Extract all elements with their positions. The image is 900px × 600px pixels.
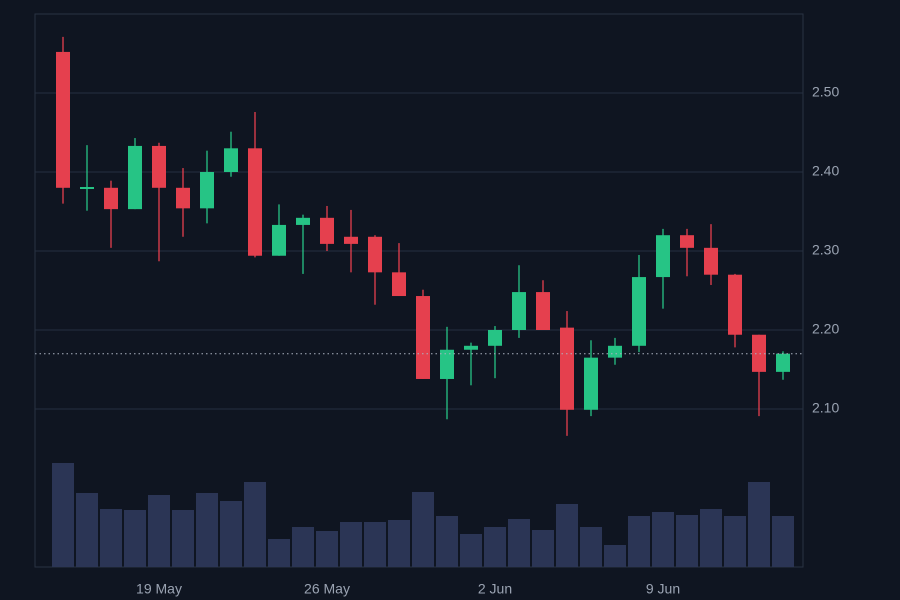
candle-body [392, 272, 406, 297]
volume-bar [100, 509, 122, 567]
candle-body [104, 187, 118, 210]
volume-bar [364, 522, 386, 567]
candle-body [296, 217, 310, 225]
volume-bar [124, 510, 146, 567]
candle-body [752, 334, 766, 372]
candle-body [128, 145, 142, 210]
volume-bar [340, 522, 362, 567]
volume-bar [484, 527, 506, 567]
volume-bar [172, 510, 194, 567]
volume-bar [196, 493, 218, 567]
candle-body [368, 236, 382, 273]
candle-body [416, 296, 430, 379]
candle-body [320, 217, 334, 244]
volume-bar [748, 482, 770, 567]
volume-bar [724, 516, 746, 567]
volume-bar [316, 531, 338, 567]
volume-bar [700, 509, 722, 567]
volume-bar [580, 527, 602, 567]
volume-bar [628, 516, 650, 567]
volume-bar [412, 492, 434, 567]
y-tick-label: 2.20 [812, 321, 839, 337]
volume-bar [76, 493, 98, 567]
candle-body [728, 274, 742, 335]
volume-bar [220, 501, 242, 567]
candle-body [776, 353, 790, 372]
volume-bar [292, 527, 314, 567]
plot-frame [34, 13, 804, 568]
candle-body [680, 235, 694, 248]
volume-bar [604, 545, 626, 567]
x-tick-label: 26 May [304, 581, 350, 597]
candle-body [464, 345, 478, 350]
x-tick-label: 2 Jun [478, 581, 512, 597]
volume-bar [52, 463, 74, 567]
candle-body [584, 357, 598, 410]
x-tick-label: 19 May [136, 581, 182, 597]
candle-body [152, 145, 166, 188]
candle-body [248, 148, 262, 256]
volume-bar [268, 539, 290, 567]
candle-body [512, 292, 526, 330]
candle-body [80, 187, 94, 190]
candle-body [56, 51, 70, 188]
candle-body [632, 277, 646, 346]
candle-body [488, 330, 502, 346]
y-tick-label: 2.30 [812, 242, 839, 258]
candle-body [440, 349, 454, 379]
candle-body [536, 292, 550, 330]
volume-bar [772, 516, 794, 567]
candle-body [272, 224, 286, 256]
volume-bar [388, 520, 410, 567]
volume-bar [556, 504, 578, 567]
y-tick-label: 2.40 [812, 163, 839, 179]
volume-bar [244, 482, 266, 567]
volume-bar [532, 530, 554, 567]
candle-body [704, 247, 718, 275]
volume-bar [508, 519, 530, 567]
candle-body [608, 345, 622, 358]
x-tick-label: 9 Jun [646, 581, 680, 597]
volume-bar [436, 516, 458, 567]
candle-body [176, 187, 190, 209]
candle-body [224, 148, 238, 172]
y-tick-label: 2.10 [812, 400, 839, 416]
volume-bar [460, 534, 482, 567]
candle-body [200, 172, 214, 209]
volume-bar [652, 512, 674, 567]
volume-bar [676, 515, 698, 567]
volume-bar [148, 495, 170, 567]
candle-body [656, 235, 670, 278]
candle-body [560, 327, 574, 410]
y-tick-label: 2.50 [812, 84, 839, 100]
candle-body [344, 236, 358, 244]
